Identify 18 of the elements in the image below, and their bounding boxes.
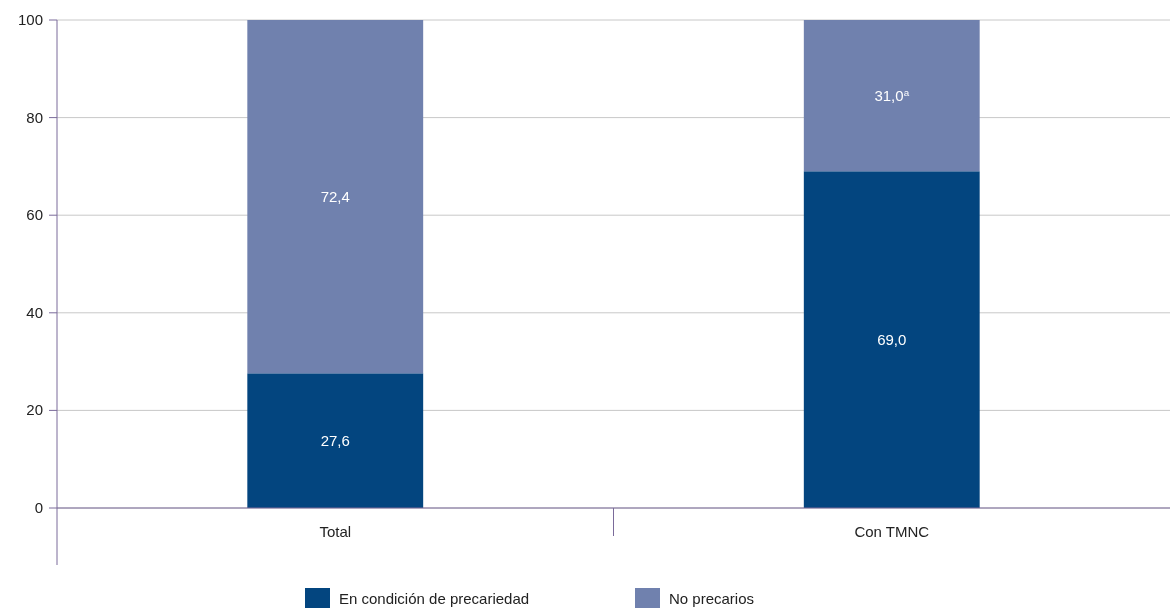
- y-tick-label: 40: [26, 303, 43, 321]
- bar: [247, 373, 424, 508]
- y-tick-label: 100: [17, 11, 43, 28]
- data-label: 27,6: [320, 431, 350, 449]
- y-tick-label: 0: [34, 499, 43, 516]
- data-label: 69,0: [877, 330, 907, 348]
- bar: [803, 20, 980, 172]
- y-tick-label: 20: [26, 401, 43, 419]
- bar: [247, 20, 424, 374]
- legend-label: En condición de precariedad: [339, 590, 530, 607]
- x-tick-label: Con TMNC: [854, 523, 930, 540]
- legend-label: No precarios: [669, 590, 755, 607]
- y-tick-label: 80: [26, 108, 43, 126]
- data-label: 72,4: [320, 187, 350, 205]
- x-tick-label: Total: [319, 523, 352, 540]
- data-label: 31,0$^{a}$: [874, 86, 910, 104]
- y-tick-label: 60: [26, 206, 43, 224]
- bar: [803, 171, 980, 508]
